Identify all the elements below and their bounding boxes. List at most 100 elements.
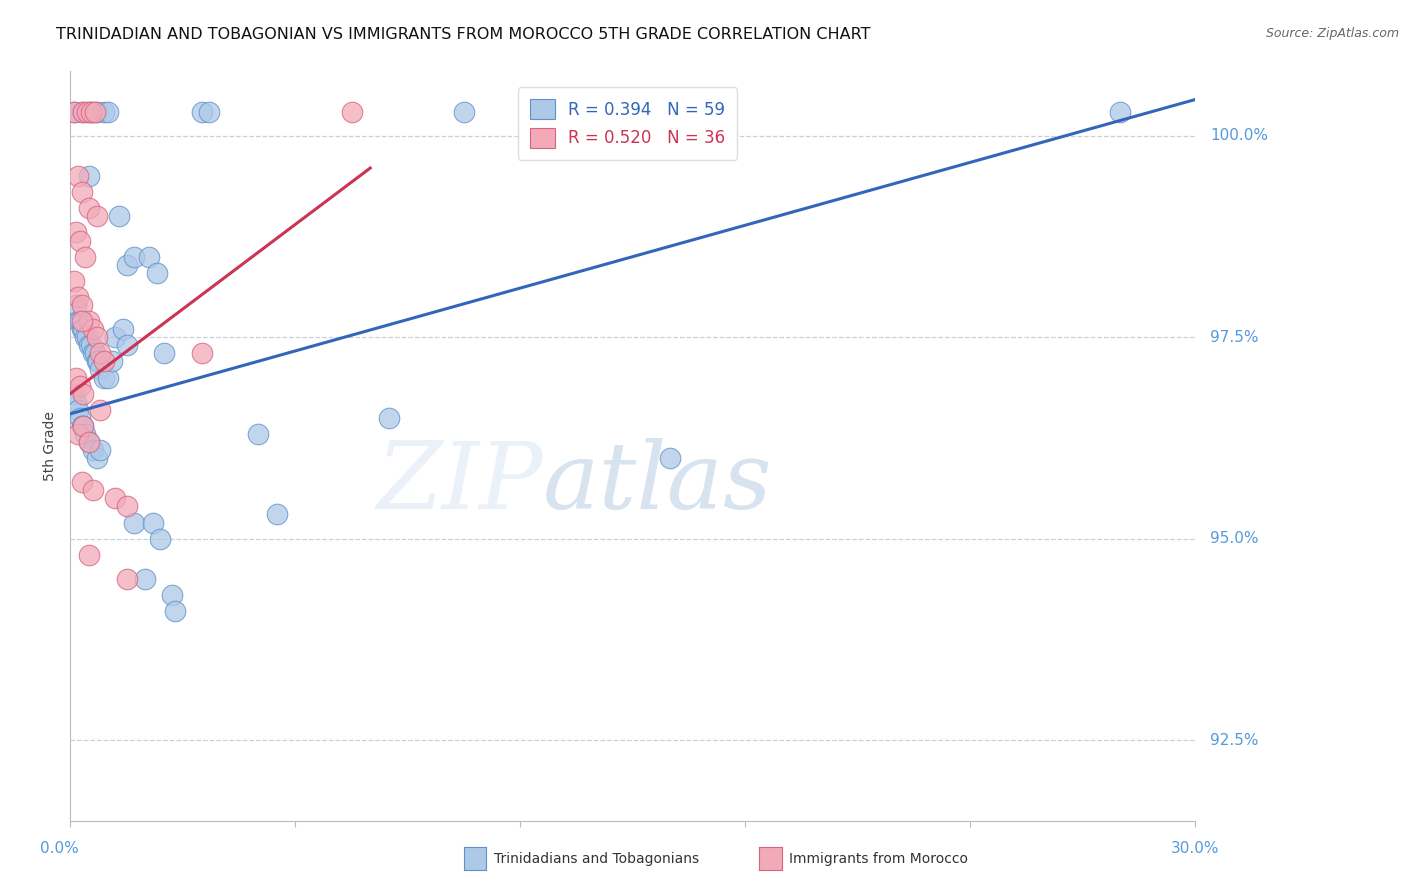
Point <box>66 426 89 441</box>
Point <box>198 104 221 119</box>
Point <box>77 202 100 216</box>
Point <box>69 378 91 392</box>
Point <box>138 250 160 264</box>
Point <box>83 346 105 360</box>
Point <box>89 402 111 417</box>
Point <box>72 418 94 433</box>
Point <box>86 354 108 368</box>
Point <box>115 258 138 272</box>
Point <box>77 434 100 449</box>
Text: 100.0%: 100.0% <box>1211 128 1268 144</box>
Point <box>69 410 91 425</box>
Text: atlas: atlas <box>543 439 772 528</box>
Point <box>70 185 93 199</box>
Point <box>115 572 138 586</box>
Point <box>104 330 127 344</box>
Point <box>82 483 104 498</box>
Point <box>82 346 104 360</box>
Point <box>165 604 187 618</box>
Text: 95.0%: 95.0% <box>1211 531 1258 546</box>
Point <box>77 548 100 562</box>
Point <box>89 346 111 360</box>
Point <box>93 354 115 368</box>
Text: Immigrants from Morocco: Immigrants from Morocco <box>789 852 967 866</box>
Point <box>65 226 87 240</box>
Point <box>65 370 87 384</box>
Point <box>72 386 94 401</box>
Point <box>86 104 108 119</box>
Point <box>115 338 138 352</box>
Point <box>108 210 131 224</box>
Point <box>246 426 269 441</box>
Point <box>63 386 86 401</box>
Point <box>77 434 100 449</box>
Point <box>75 426 97 441</box>
Point <box>72 418 94 433</box>
Point <box>69 314 91 328</box>
Point <box>82 443 104 458</box>
Text: ZIP: ZIP <box>375 439 543 528</box>
Point <box>122 516 145 530</box>
Point <box>63 104 86 119</box>
Point <box>66 169 89 183</box>
Point <box>76 104 98 119</box>
Point <box>65 298 87 312</box>
Point <box>70 314 93 328</box>
Point <box>111 322 134 336</box>
Text: 97.5%: 97.5% <box>1211 330 1258 344</box>
Point <box>122 250 145 264</box>
Point <box>1109 104 1132 119</box>
Text: Trinidadians and Tobagonians: Trinidadians and Tobagonians <box>494 852 699 866</box>
Point <box>76 330 98 344</box>
Point <box>75 330 97 344</box>
Point <box>75 250 97 264</box>
Point <box>134 572 156 586</box>
Point <box>80 338 103 352</box>
Point <box>378 410 401 425</box>
Y-axis label: 5th Grade: 5th Grade <box>44 411 58 481</box>
Point <box>80 104 103 119</box>
Point <box>77 338 100 352</box>
Point <box>115 500 138 514</box>
Point <box>87 354 110 368</box>
Point <box>72 104 94 119</box>
Point <box>70 418 93 433</box>
Text: 30.0%: 30.0% <box>1171 841 1219 855</box>
Point <box>65 394 87 409</box>
Point <box>82 104 104 119</box>
Text: Source: ZipAtlas.com: Source: ZipAtlas.com <box>1265 27 1399 40</box>
Point <box>153 346 176 360</box>
Legend: R = 0.394   N = 59, R = 0.520   N = 36: R = 0.394 N = 59, R = 0.520 N = 36 <box>517 87 737 160</box>
Point <box>340 104 363 119</box>
Point <box>66 314 89 328</box>
Point <box>66 402 89 417</box>
Point <box>70 298 93 312</box>
Point <box>659 451 682 466</box>
Point <box>82 322 104 336</box>
Point <box>70 475 93 490</box>
Point <box>93 104 115 119</box>
Point <box>89 362 111 376</box>
Point <box>190 104 212 119</box>
Point <box>86 210 108 224</box>
Point <box>104 491 127 506</box>
Point <box>97 370 120 384</box>
Point <box>77 314 100 328</box>
Point <box>266 508 288 522</box>
Point <box>453 104 475 119</box>
Point <box>83 104 105 119</box>
Point <box>70 322 93 336</box>
Point <box>72 322 94 336</box>
Point <box>160 588 183 602</box>
Point <box>89 443 111 458</box>
Point <box>77 169 100 183</box>
Text: 0.0%: 0.0% <box>39 841 79 855</box>
Point <box>97 104 120 119</box>
Point <box>86 451 108 466</box>
Point <box>86 330 108 344</box>
Point <box>70 104 93 119</box>
Point <box>142 516 165 530</box>
Point <box>63 274 86 288</box>
Text: 92.5%: 92.5% <box>1211 732 1258 747</box>
Point <box>69 234 91 248</box>
